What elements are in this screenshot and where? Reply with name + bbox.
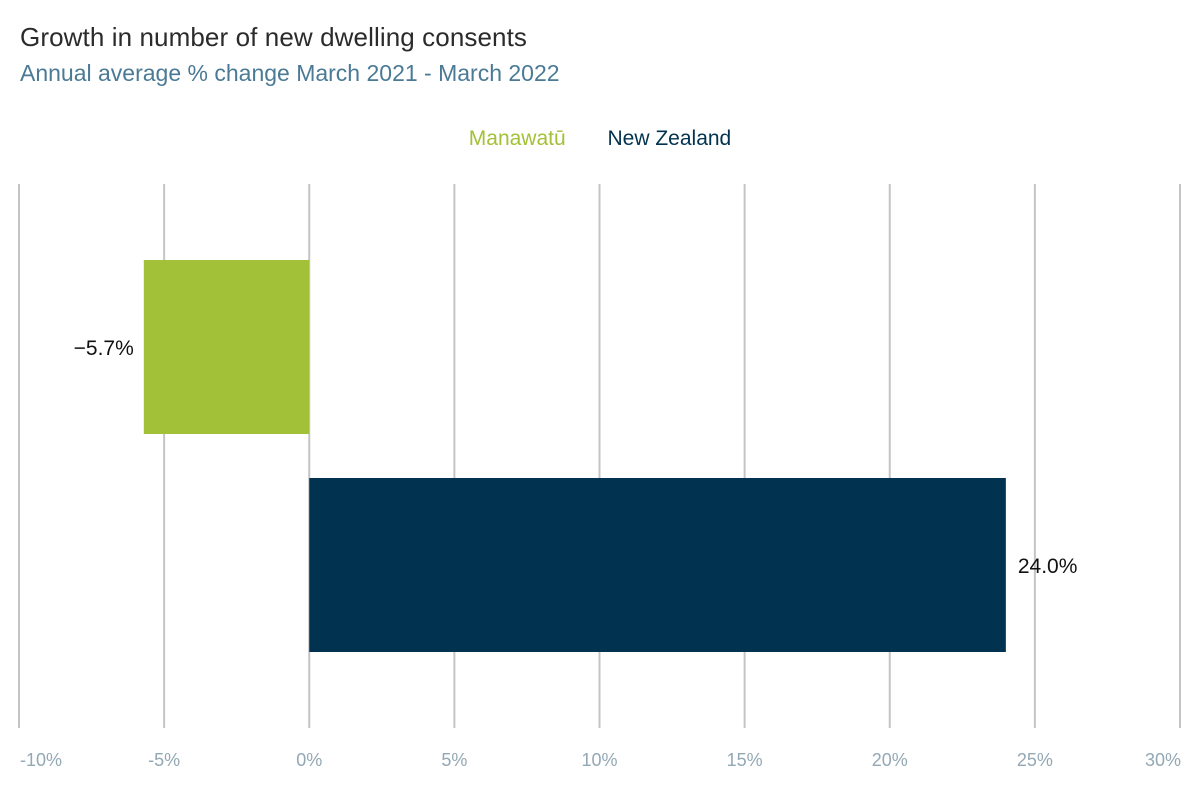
data-label: −5.7% — [74, 337, 134, 360]
legend-item-new-zealand: New Zealand — [607, 127, 732, 150]
x-tick-label: 20% — [872, 750, 908, 770]
x-tick-label: -10% — [20, 750, 62, 770]
legend-item-manawatu: Manawatū — [468, 127, 566, 150]
x-tick-label: 10% — [581, 750, 617, 770]
x-tick-label: -5% — [148, 750, 180, 770]
chart-subtitle: Annual average % change March 2021 - Mar… — [20, 60, 560, 86]
legend: Manawatū New Zealand — [0, 127, 1200, 151]
chart-title: Growth in number of new dwelling consent… — [20, 22, 528, 52]
x-tick-label: 30% — [1145, 750, 1181, 770]
x-tick-label: 0% — [296, 750, 322, 770]
x-tick-label: 5% — [441, 750, 467, 770]
x-tick-label: 15% — [727, 750, 763, 770]
bar-manawatu — [143, 260, 310, 434]
bar-new-zealand — [309, 478, 1006, 652]
data-label: 24.0% — [1018, 555, 1078, 578]
x-tick-label: 25% — [1017, 750, 1053, 770]
